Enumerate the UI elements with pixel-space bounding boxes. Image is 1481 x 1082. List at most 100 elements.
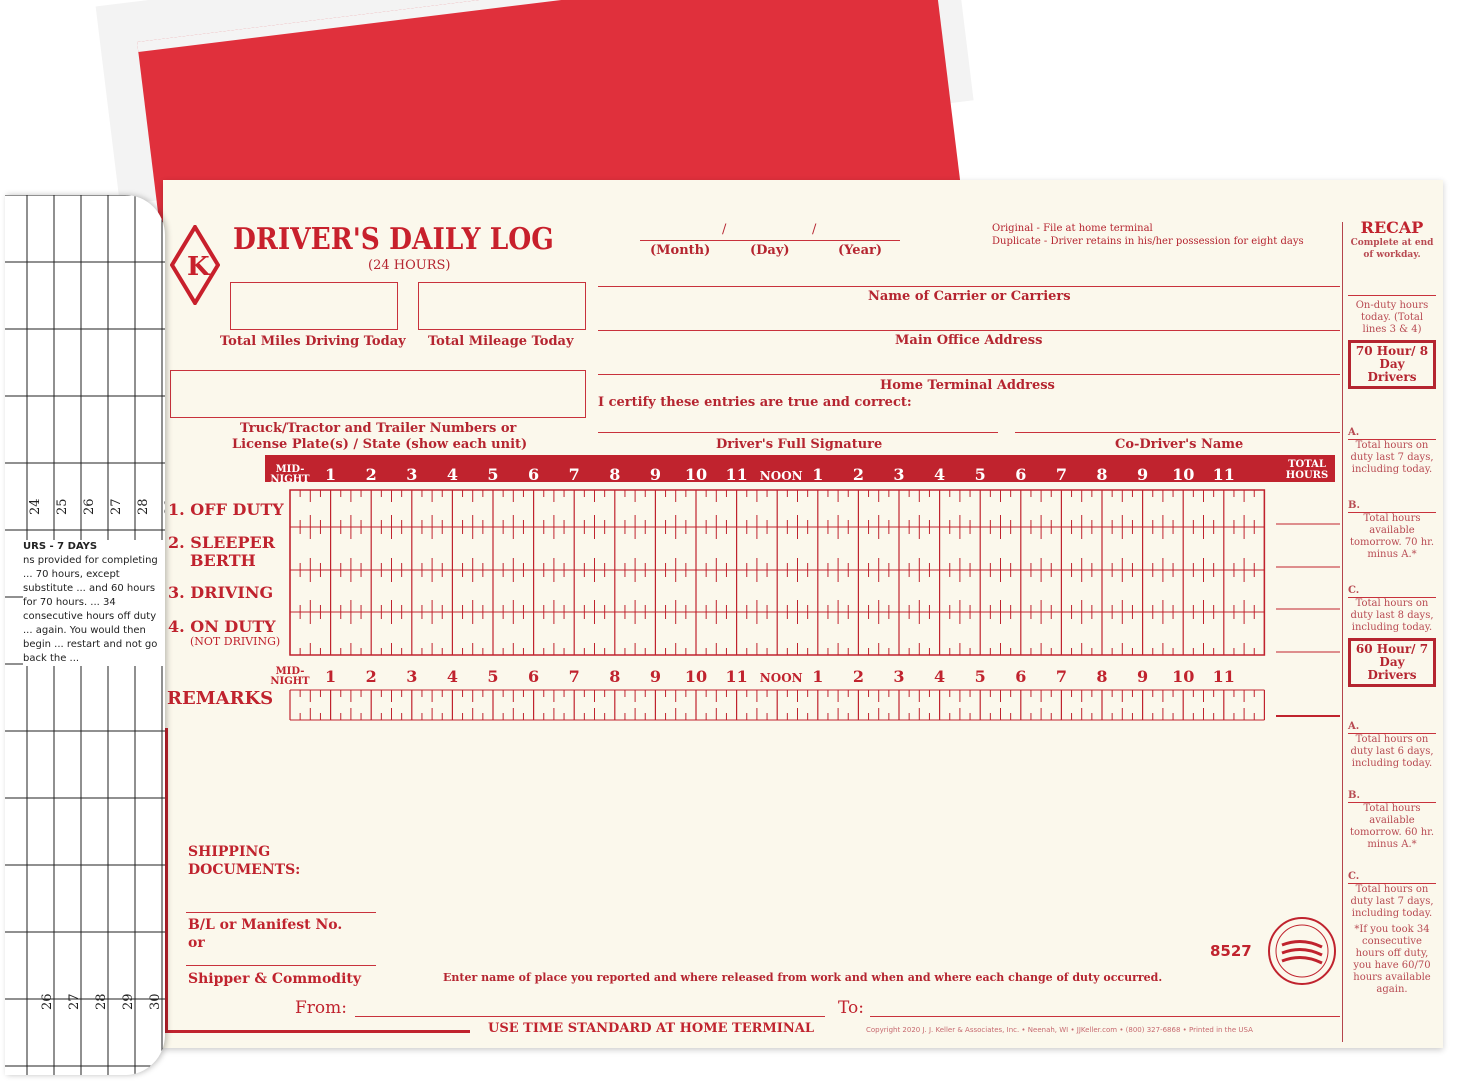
remarks-instructions: Enter name of place you reported and whe… bbox=[443, 971, 1163, 984]
hour-label-3: 3 bbox=[893, 465, 904, 484]
shipper-label: Shipper & Commodity bbox=[188, 971, 362, 987]
row-label-driving: 3. DRIVING bbox=[168, 583, 274, 602]
carrier-input[interactable] bbox=[598, 286, 1340, 287]
keller-logo-icon: K bbox=[170, 225, 220, 305]
bottom-hour-label-4: 4 bbox=[447, 667, 458, 686]
bottom-hour-label-8: 8 bbox=[609, 667, 620, 686]
copy-original-note: Original - File at home terminal bbox=[992, 223, 1153, 234]
truck-label: Truck/Tractor and Trailer Numbers or bbox=[240, 421, 517, 436]
hour-label-2: 2 bbox=[366, 465, 377, 484]
bottom-hour-label-midnight: MID- bbox=[276, 666, 305, 677]
recap-subtitle: Complete at end of workday. bbox=[1350, 238, 1434, 260]
recap-60-hour-box: 60 Hour/ 7 Day Drivers bbox=[1348, 638, 1436, 687]
hour-label-5: 5 bbox=[487, 465, 498, 484]
recap-note: *If you took 34 consecutive hours off du… bbox=[1353, 924, 1431, 995]
recap-title: RECAP bbox=[1360, 218, 1424, 237]
day-label: (Day) bbox=[750, 243, 790, 258]
total-mileage-input[interactable] bbox=[418, 282, 586, 330]
hour-label-midnight: NIGHT bbox=[270, 474, 310, 485]
hour-label-5: 5 bbox=[975, 465, 986, 484]
bottom-hour-label-7: 7 bbox=[569, 667, 580, 686]
home-terminal-label: Home Terminal Address bbox=[880, 378, 1055, 393]
hour-label-10: 10 bbox=[1172, 465, 1194, 484]
total-miles-input[interactable] bbox=[230, 282, 398, 330]
total-mileage-label: Total Mileage Today bbox=[428, 334, 574, 349]
documents-label: DOCUMENTS: bbox=[188, 862, 301, 878]
bottom-hour-label-10: 10 bbox=[1172, 667, 1194, 686]
hour-label-2: 2 bbox=[853, 465, 864, 484]
bottom-hour-label-9: 9 bbox=[1137, 667, 1148, 686]
main-office-input[interactable] bbox=[598, 330, 1340, 331]
bottom-hour-label-11: 11 bbox=[725, 667, 747, 686]
hour-label-8: 8 bbox=[609, 465, 620, 484]
shipper-input[interactable] bbox=[186, 965, 376, 966]
bottom-hour-label-3: 3 bbox=[893, 667, 904, 686]
hour-label-11: 11 bbox=[725, 465, 747, 484]
from-input[interactable] bbox=[355, 1016, 825, 1017]
total-miles-label: Total Miles Driving Today bbox=[220, 334, 406, 349]
hour-label-1: 1 bbox=[812, 465, 823, 484]
to-label: To: bbox=[838, 998, 864, 1018]
recap-70-b: Total hours available tomorrow. 70 hr. m… bbox=[1349, 513, 1435, 560]
bottom-hour-label-9: 9 bbox=[650, 667, 661, 686]
recap-60-c: Total hours on duty last 7 days, includi… bbox=[1350, 884, 1434, 919]
flap-date: 28 bbox=[136, 498, 151, 515]
date-slash: / bbox=[812, 222, 817, 237]
flap-text: ns provided for completing ... 70 hours,… bbox=[23, 555, 158, 664]
hour-label-4: 4 bbox=[447, 465, 458, 484]
bottom-hour-label-1: 1 bbox=[325, 667, 336, 686]
flap-date: 28 bbox=[94, 993, 109, 1010]
bottom-hour-label-2: 2 bbox=[853, 667, 864, 686]
date-slash: / bbox=[722, 222, 727, 237]
flap-date: 30 bbox=[148, 993, 163, 1010]
hour-label-6: 6 bbox=[528, 465, 539, 484]
hour-label-3: 3 bbox=[406, 465, 417, 484]
bottom-hour-label-midnight: NIGHT bbox=[270, 676, 310, 687]
hour-label-noon: NOON bbox=[760, 469, 803, 483]
recap-70-b-letter: B. bbox=[1348, 500, 1360, 511]
daily-log-sheet bbox=[163, 180, 1443, 1048]
recap-70-a-letter: A. bbox=[1348, 427, 1360, 438]
bottom-hour-label-1: 1 bbox=[812, 667, 823, 686]
home-terminal-input[interactable] bbox=[598, 374, 1340, 375]
form-subtitle: (24 HOURS) bbox=[368, 258, 451, 273]
recap-70-a: Total hours on duty last 7 days, includi… bbox=[1350, 440, 1434, 475]
hour-label-10: 10 bbox=[685, 465, 707, 484]
flap-date: 26 bbox=[82, 498, 97, 515]
truck-numbers-input[interactable] bbox=[170, 370, 586, 418]
bottom-hour-label-2: 2 bbox=[366, 667, 377, 686]
total-hours-label: TOTAL bbox=[1288, 459, 1326, 470]
signature-input[interactable] bbox=[598, 432, 998, 433]
row-label-berth: BERTH bbox=[190, 551, 256, 570]
license-label: License Plate(s) / State (show each unit… bbox=[232, 437, 528, 452]
hour-label-7: 7 bbox=[1056, 465, 1067, 484]
flap-date: 29 bbox=[121, 993, 136, 1010]
carrier-label: Name of Carrier or Carriers bbox=[868, 289, 1071, 304]
bottom-hour-label-6: 6 bbox=[528, 667, 539, 686]
flap-date: 27 bbox=[67, 993, 82, 1010]
bl-input[interactable] bbox=[186, 912, 376, 913]
bottom-hour-label-7: 7 bbox=[1056, 667, 1067, 686]
flap-date: 29 bbox=[163, 498, 165, 515]
bottom-hour-label-10: 10 bbox=[685, 667, 707, 686]
form-number: 8527 bbox=[1210, 942, 1252, 960]
or-label: or bbox=[188, 935, 205, 951]
hour-label-4: 4 bbox=[934, 465, 945, 484]
recap-60-b-letter: B. bbox=[1348, 790, 1360, 801]
signature-label: Driver's Full Signature bbox=[716, 437, 883, 452]
to-input[interactable] bbox=[870, 1016, 1340, 1017]
hour-label-8: 8 bbox=[1096, 465, 1107, 484]
shipping-label: SHIPPING bbox=[188, 844, 271, 860]
row-label-sleeper: 2. SLEEPER bbox=[168, 533, 275, 552]
bottom-hour-label-noon: NOON bbox=[760, 671, 803, 685]
copyright-text: Copyright 2020 J. J. Keller & Associates… bbox=[866, 1026, 1253, 1034]
bottom-hour-label-5: 5 bbox=[487, 667, 498, 686]
flap-date: 27 bbox=[109, 498, 124, 515]
made-in-usa-seal-icon bbox=[1268, 917, 1336, 985]
codriver-input[interactable] bbox=[1015, 432, 1340, 433]
hour-label-9: 9 bbox=[1137, 465, 1148, 484]
recap-70-c-letter: C. bbox=[1348, 585, 1360, 596]
recap-60-c-letter: C. bbox=[1348, 871, 1360, 882]
copy-duplicate-note: Duplicate - Driver retains in his/her po… bbox=[992, 236, 1304, 247]
